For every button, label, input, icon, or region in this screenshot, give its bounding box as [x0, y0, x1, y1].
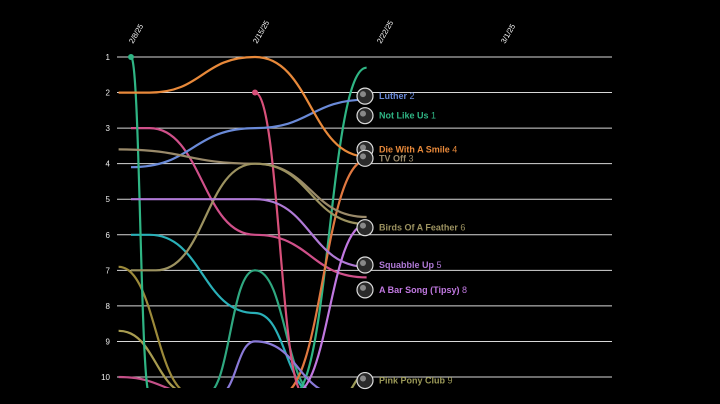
song-avatar-detail: [360, 260, 366, 266]
series-line: [131, 198, 367, 268]
y-tick-label: 2: [106, 89, 111, 98]
series-line: [254, 91, 300, 388]
series-line: [130, 162, 367, 272]
series-rank: 2: [410, 91, 415, 101]
series-rank: 3: [409, 153, 414, 163]
y-tick-label: 5: [106, 195, 111, 204]
song-avatar-detail: [360, 284, 366, 291]
x-tick-label: 2/22/25: [375, 19, 395, 45]
series-rank: 6: [460, 223, 465, 233]
series-line: [289, 159, 367, 388]
x-tick-label: 3/1/25: [499, 22, 517, 45]
series-lines: [118, 54, 367, 388]
song-avatar-detail: [360, 144, 366, 151]
y-tick-label: 6: [106, 231, 111, 240]
song-avatar-detail: [360, 375, 366, 382]
series-rank: 4: [452, 144, 457, 154]
series-rank: 5: [437, 260, 442, 270]
series-rank: 9: [448, 376, 453, 386]
series-line: [118, 148, 367, 219]
series-label: Birds Of A Feather 6: [379, 223, 465, 233]
y-tick-label: 3: [106, 124, 111, 133]
series-label: A Bar Song (Tipsy) 8: [379, 285, 467, 295]
series-label: Luther 2: [379, 91, 415, 101]
series-line: [118, 375, 171, 388]
series-line: [118, 329, 177, 388]
song-avatar-detail: [360, 110, 366, 117]
y-tick-label: 4: [106, 160, 111, 169]
series-line: [118, 55, 367, 158]
series-line: [129, 55, 149, 388]
x-axis: 2/8/25 2/15/25 2/22/25 3/1/25: [127, 19, 517, 45]
y-tick-label: 9: [106, 337, 111, 346]
series-line: [130, 98, 367, 169]
y-tick-label: 10: [101, 373, 110, 382]
series-line: [302, 223, 367, 388]
series-line: [118, 265, 181, 388]
song-avatar-detail: [360, 153, 366, 160]
series-line: [130, 233, 305, 388]
y-tick-label: 8: [106, 302, 111, 311]
series-rank: 8: [462, 285, 467, 295]
y-tick-label: 7: [106, 266, 111, 275]
series-rank: 1: [431, 111, 436, 121]
song-avatar-detail: [360, 91, 366, 98]
series-label: Not Like Us 1: [379, 111, 436, 121]
series-label: TV Off 3: [379, 153, 414, 163]
series-line: [226, 340, 321, 388]
series-line: [213, 269, 308, 388]
y-axis: 1 2 3 4 5 6 7 8 9 10: [101, 53, 110, 382]
line-start-marker: [252, 89, 258, 96]
x-tick-label: 2/8/25: [127, 22, 145, 45]
series-label: Die With A Smile 4: [379, 144, 457, 154]
line-start-marker: [128, 54, 134, 60]
series-labels: Luther 2 Not Like Us 1 Die With A Smile 4T…: [356, 87, 467, 390]
series-label: Squabble Up 5: [379, 260, 442, 270]
song-avatar-detail: [360, 222, 366, 229]
series-line: [299, 66, 367, 388]
series-label: Pink Pony Club 9: [379, 376, 453, 386]
x-tick-label: 2/15/25: [251, 19, 271, 45]
series-line: [131, 127, 367, 279]
y-tick-label: 1: [106, 53, 111, 62]
